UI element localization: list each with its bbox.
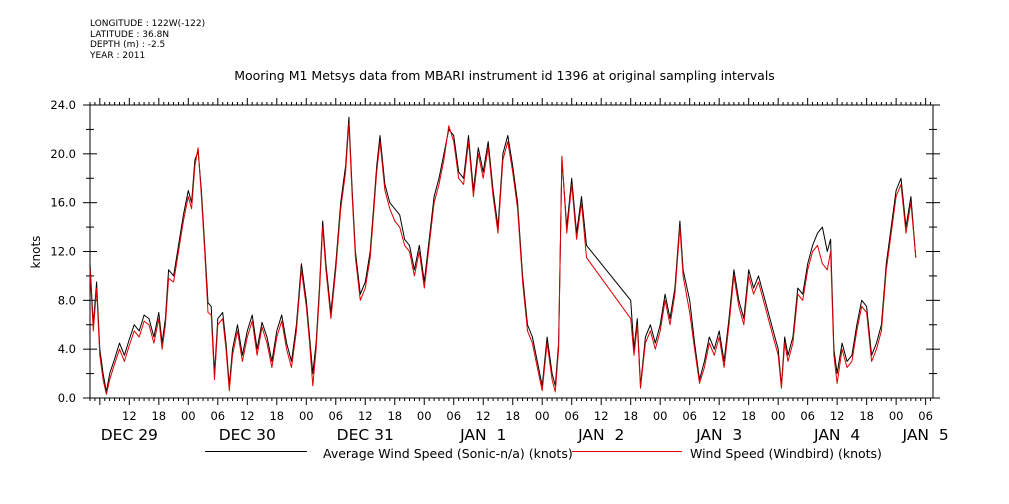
- y-tick-label: 16.0: [50, 196, 76, 210]
- x-tick-label: 18: [269, 409, 284, 423]
- x-tick-label: 18: [387, 409, 402, 423]
- chart-title: Mooring M1 Metsys data from MBARI instru…: [234, 68, 775, 83]
- x-tick-label: 12: [712, 409, 727, 423]
- y-tick-label: 12.0: [50, 245, 76, 259]
- x-tick-label: 18: [505, 409, 520, 423]
- x-tick-label: 12: [594, 409, 609, 423]
- series-line-windbird: [89, 122, 917, 395]
- y-tick-label: 20.0: [50, 147, 76, 161]
- x-day-label: DEC 30: [219, 426, 276, 444]
- meta-year: YEAR : 2011: [90, 50, 146, 61]
- x-tick-label: 00: [535, 409, 550, 423]
- x-tick-label: 12: [240, 409, 255, 423]
- meta-longitude: LONGITUDE : 122W(-122): [90, 19, 206, 29]
- x-tick-label: 18: [859, 409, 874, 423]
- y-axis-label: knots: [29, 236, 43, 269]
- y-tick-label: 0.0: [58, 391, 76, 405]
- x-day-label: JAN 1: [459, 426, 506, 444]
- x-tick-label: 00: [771, 409, 786, 423]
- x-day-label: JAN 4: [813, 426, 860, 444]
- x-tick-label: 00: [889, 409, 904, 423]
- x-tick-label: 12: [830, 409, 845, 423]
- meta-depth: DEPTH (m) : -2.5: [90, 40, 166, 50]
- x-tick-label: 18: [623, 409, 638, 423]
- x-tick-label: 00: [653, 409, 668, 423]
- x-tick-label: 12: [476, 409, 491, 423]
- legend-label-windbird: Wind Speed (Windbird) (knots): [690, 446, 882, 461]
- meta-latitude: LATITUDE : 36.8N: [90, 29, 170, 40]
- series-lines: [89, 116, 917, 395]
- x-tick-label: 06: [210, 409, 225, 423]
- x-tick-label: 18: [741, 409, 756, 423]
- x-tick-label: 06: [564, 409, 579, 423]
- y-tick-labels: 0.0 4.0 8.0 12.0 16.0 20.0 24.0: [50, 98, 76, 405]
- x-day-label: DEC 29: [101, 426, 158, 444]
- x-tick-label: 00: [299, 409, 314, 423]
- x-tick-label: 12: [358, 409, 373, 423]
- x-tick-label: 00: [417, 409, 432, 423]
- x-tick-label: 06: [446, 409, 461, 423]
- y-tick-label: 24.0: [50, 98, 76, 112]
- x-tick-label: 06: [328, 409, 343, 423]
- x-tick-label: 00: [181, 409, 196, 423]
- x-tick-label: 12: [122, 409, 137, 423]
- x-tick-label: 18: [151, 409, 166, 423]
- x-tick-labels: 12 18 00 06 12 18 00 06 12 18 00 06 12 18 00 06 12 18 00 06…: [122, 409, 933, 423]
- legend-swatch-windbird: [572, 451, 682, 452]
- x-day-labels: DEC 29 DEC 30 DEC 31 JAN 1 JAN 2 JAN 3 JAN 4 JA…: [101, 426, 949, 444]
- axis-ticks: [83, 98, 940, 405]
- x-day-label: JAN 5: [902, 426, 949, 444]
- y-tick-label: 4.0: [58, 342, 76, 356]
- x-tick-label: 06: [800, 409, 815, 423]
- metadata-block: LONGITUDE : 122W(-122) LATITUDE : 36.8N …: [90, 19, 205, 61]
- y-tick-label: 8.0: [58, 293, 76, 307]
- x-day-label: DEC 31: [337, 426, 394, 444]
- x-tick-label: 06: [918, 409, 933, 423]
- x-day-label: JAN 2: [577, 426, 624, 444]
- x-tick-label: 06: [682, 409, 697, 423]
- legend-label-average-wind: Average Wind Speed (Sonic-n/a) (knots): [323, 446, 573, 461]
- legend-swatch-average-wind: [205, 451, 307, 452]
- x-day-label: JAN 3: [695, 426, 742, 444]
